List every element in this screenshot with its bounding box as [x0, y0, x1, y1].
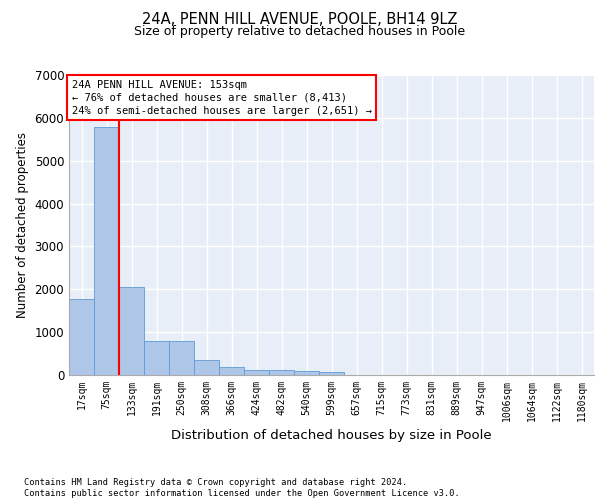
Bar: [294, 370, 319, 375]
Bar: [144, 340, 169, 375]
Text: Contains HM Land Registry data © Crown copyright and database right 2024.
Contai: Contains HM Land Registry data © Crown c…: [24, 478, 460, 498]
Text: 24A PENN HILL AVENUE: 153sqm
← 76% of detached houses are smaller (8,413)
24% of: 24A PENN HILL AVENUE: 153sqm ← 76% of de…: [71, 80, 371, 116]
Bar: [194, 360, 219, 375]
Bar: [219, 367, 244, 375]
Bar: [119, 286, 144, 375]
Y-axis label: Number of detached properties: Number of detached properties: [16, 132, 29, 318]
Bar: [269, 370, 294, 375]
Text: Size of property relative to detached houses in Poole: Size of property relative to detached ho…: [134, 25, 466, 38]
Bar: [169, 340, 194, 375]
Bar: [319, 372, 344, 375]
Bar: [94, 128, 119, 375]
Bar: [244, 370, 269, 375]
Text: 24A, PENN HILL AVENUE, POOLE, BH14 9LZ: 24A, PENN HILL AVENUE, POOLE, BH14 9LZ: [142, 12, 458, 28]
X-axis label: Distribution of detached houses by size in Poole: Distribution of detached houses by size …: [171, 430, 492, 442]
Bar: [69, 298, 94, 375]
